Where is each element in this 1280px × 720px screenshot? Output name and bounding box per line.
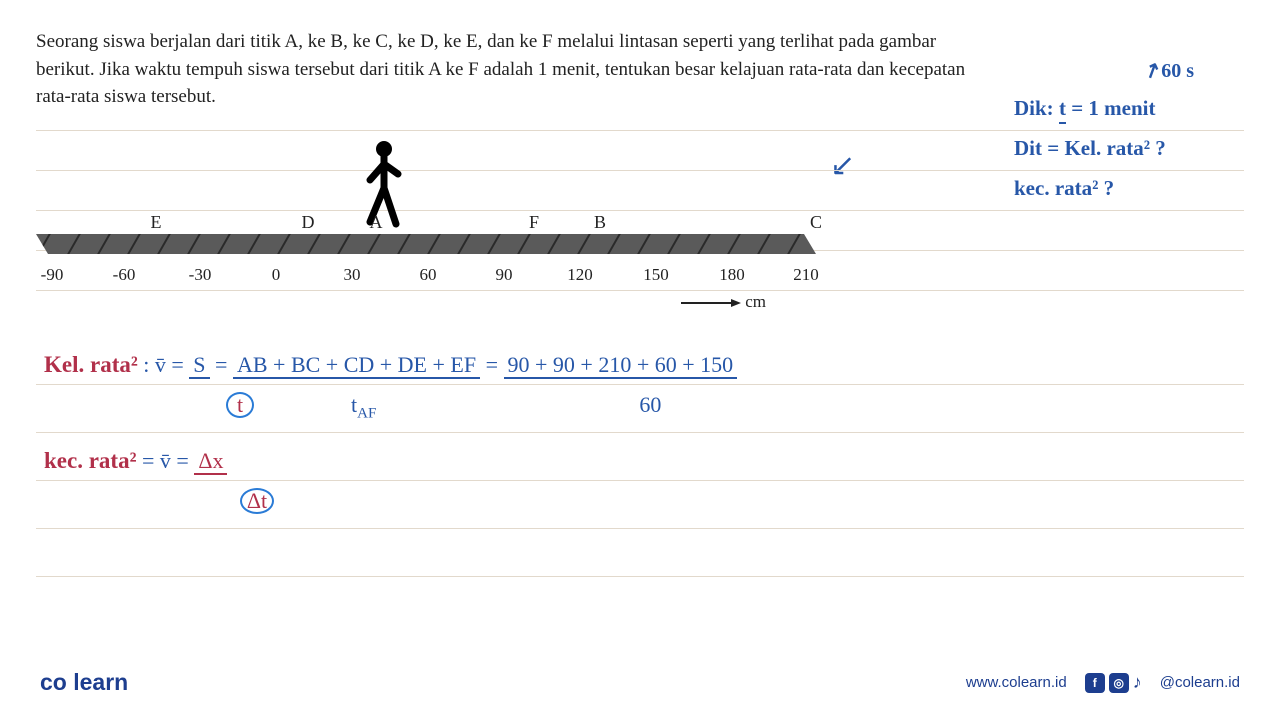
social-icons: f ◎ ♪ xyxy=(1085,672,1142,693)
point-D: D xyxy=(302,212,315,233)
sol2-label: kec. rata² xyxy=(44,448,136,473)
tick: 30 xyxy=(344,265,361,285)
tick: 180 xyxy=(719,265,745,285)
tick: 0 xyxy=(272,265,281,285)
footer-handle: @colearn.id xyxy=(1160,674,1240,691)
point-A: A xyxy=(370,212,383,233)
tick: 60 xyxy=(420,265,437,285)
rule-line xyxy=(36,130,1244,131)
brand-logo: co learn xyxy=(40,669,128,696)
tick: 120 xyxy=(567,265,593,285)
anno-dit: Dit = Kel. rata² ? xyxy=(1014,136,1244,161)
sol-line-1: Kel. rata² : v̄ = S = AB + BC + CD + DE … xyxy=(44,352,737,378)
tick: -30 xyxy=(189,265,212,285)
facebook-icon[interactable]: f xyxy=(1085,673,1105,693)
point-C: C xyxy=(810,212,822,233)
rule-line xyxy=(36,528,1244,529)
tiktok-icon[interactable]: ♪ xyxy=(1133,672,1142,693)
number-line-diagram: E D A F B C -90 -60 -30 0 30 60 90 120 1… xyxy=(36,140,836,320)
anno-dik: Dik: t = 1 menit xyxy=(1014,96,1244,124)
tick: 150 xyxy=(643,265,669,285)
problem-text: Seorang siswa berjalan dari titik A, ke … xyxy=(36,28,966,111)
tick: 210 xyxy=(793,265,819,285)
sol1-label: Kel. rata² xyxy=(44,352,138,377)
point-E: E xyxy=(151,212,162,233)
rule-line xyxy=(36,384,1244,385)
rule-line xyxy=(36,480,1244,481)
beam-graphic xyxy=(36,230,816,258)
footer-right: www.colearn.id f ◎ ♪ @colearn.id xyxy=(966,672,1240,693)
rule-line xyxy=(36,576,1244,577)
footer-url[interactable]: www.colearn.id xyxy=(966,674,1067,691)
rule-line xyxy=(36,432,1244,433)
walking-person-icon xyxy=(360,140,406,228)
page-root: Seorang siswa berjalan dari titik A, ke … xyxy=(0,0,1280,720)
point-F: F xyxy=(529,212,539,233)
instagram-icon[interactable]: ◎ xyxy=(1109,673,1129,693)
unit-label: cm xyxy=(745,292,766,311)
unit-arrow: cm xyxy=(681,292,766,312)
point-B: B xyxy=(594,212,606,233)
anno-sixty-s: ↗60 s xyxy=(1144,58,1194,83)
anno-kec-q: kec. rata² ? xyxy=(1014,176,1244,201)
tick: -90 xyxy=(41,265,64,285)
tick: 90 xyxy=(496,265,513,285)
axis-ticks: -90 -60 -30 0 30 60 90 120 150 180 210 xyxy=(36,265,816,289)
footer: co learn www.colearn.id f ◎ ♪ @colearn.i… xyxy=(40,669,1240,696)
sol-line-2-denom: Δt xyxy=(240,488,274,514)
tick: -60 xyxy=(113,265,136,285)
sol-line-1-denoms: t tAF 60 xyxy=(226,392,661,422)
sol-line-2: kec. rata² = v̄ = Δx xyxy=(44,448,227,474)
